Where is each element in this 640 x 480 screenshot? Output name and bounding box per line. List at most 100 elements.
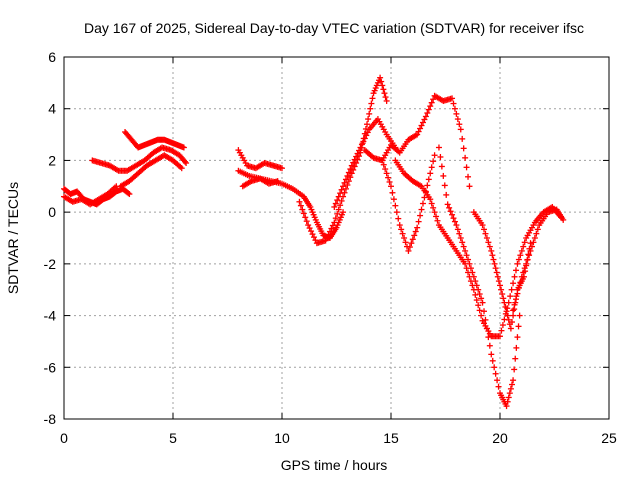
data-point	[382, 94, 389, 101]
data-point	[340, 209, 347, 216]
data-point	[510, 312, 517, 319]
data-point	[322, 237, 329, 244]
data-point	[476, 291, 483, 298]
data-point	[470, 273, 477, 280]
data-point	[379, 82, 386, 89]
data-point	[493, 269, 500, 276]
data-point	[486, 243, 493, 250]
data-point	[511, 301, 518, 308]
data-point	[459, 239, 466, 246]
data-point	[486, 342, 493, 349]
data-point	[517, 279, 524, 286]
data-point	[449, 95, 456, 102]
data-point	[309, 231, 316, 238]
data-point	[428, 164, 435, 171]
data-point	[366, 110, 373, 117]
data-point	[505, 316, 512, 323]
data-point	[405, 247, 412, 254]
data-point	[507, 293, 514, 300]
data-point	[425, 176, 432, 183]
data-point	[515, 284, 522, 291]
data-point	[332, 215, 339, 222]
x-tick-label: 15	[383, 430, 399, 446]
data-point	[498, 327, 505, 334]
data-point	[475, 302, 482, 309]
data-point	[453, 222, 460, 229]
data-point	[462, 247, 469, 254]
data-point	[356, 147, 363, 154]
data-point	[178, 165, 185, 172]
data-point	[513, 344, 520, 351]
data-point	[467, 265, 474, 272]
data-point	[466, 183, 473, 190]
data-point	[518, 273, 525, 280]
data-point	[279, 165, 285, 172]
y-tick-label: -4	[44, 308, 57, 324]
data-point	[368, 100, 375, 107]
data-point	[331, 203, 338, 210]
data-point	[382, 166, 389, 173]
x-tick-label: 25	[601, 430, 617, 446]
data-point	[530, 239, 537, 246]
data-point	[451, 218, 458, 225]
data-point	[475, 286, 482, 293]
data-point	[396, 222, 403, 229]
data-point	[358, 141, 365, 148]
data-point	[503, 308, 510, 315]
data-point	[506, 390, 513, 397]
data-point	[406, 244, 413, 251]
data-point	[459, 135, 466, 142]
data-point	[414, 131, 421, 138]
data-point	[126, 191, 133, 198]
y-tick-label: 6	[48, 49, 56, 65]
data-point	[345, 169, 352, 176]
data-point	[337, 202, 344, 209]
data-point	[510, 377, 517, 384]
data-point	[348, 162, 355, 169]
data-point	[454, 116, 461, 123]
data-point	[424, 182, 431, 189]
data-point	[476, 307, 483, 314]
data-point	[517, 252, 524, 259]
data-point	[180, 144, 187, 151]
data-point	[492, 370, 499, 377]
data-point	[337, 190, 344, 197]
data-point	[435, 144, 442, 151]
data-point	[481, 308, 488, 315]
data-point	[518, 247, 525, 254]
data-point	[383, 97, 390, 104]
data-point	[326, 228, 333, 235]
data-point	[441, 182, 448, 189]
data-point	[390, 196, 397, 203]
data-point	[478, 295, 485, 302]
data-point	[494, 377, 501, 384]
x-tick-label: 10	[274, 430, 290, 446]
x-tick-label: 20	[492, 430, 508, 446]
data-point	[418, 206, 425, 213]
y-axis-label: SDTVAR / TECUs	[5, 182, 21, 294]
data-point	[528, 243, 535, 250]
data-point	[440, 172, 447, 179]
data-point	[430, 204, 437, 211]
data-point	[297, 202, 304, 209]
data-point	[478, 312, 485, 319]
data-point	[305, 222, 312, 229]
data-point	[465, 173, 472, 180]
data-point	[460, 145, 467, 152]
data-point	[438, 163, 445, 170]
data-point	[497, 282, 503, 289]
data-point	[527, 240, 534, 247]
data-point	[325, 231, 332, 238]
data-point	[495, 383, 502, 390]
data-point	[491, 260, 498, 267]
data-point	[324, 234, 331, 241]
chart-title: Day 167 of 2025, Sidereal Day-to-day VTE…	[84, 20, 584, 36]
data-point	[489, 357, 496, 364]
data-points	[61, 74, 567, 410]
data-point	[469, 269, 476, 276]
data-point	[414, 224, 421, 231]
data-point	[560, 216, 567, 223]
data-point	[483, 235, 490, 241]
data-point	[500, 295, 507, 302]
